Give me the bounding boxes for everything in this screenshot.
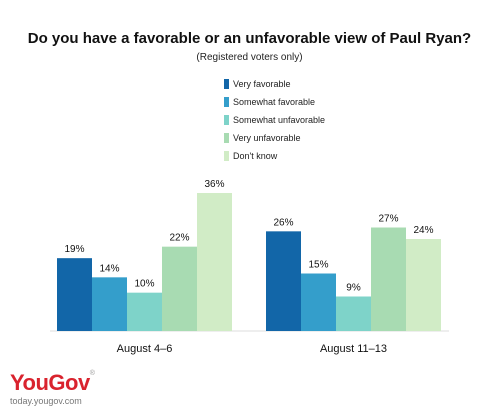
data-label: 22% <box>169 233 189 244</box>
bar <box>301 273 336 331</box>
legend-swatch <box>224 79 229 89</box>
data-label: 36% <box>204 179 224 190</box>
legend-item-somewhat-favorable: Somewhat favorable <box>224 93 325 111</box>
legend-label: Very favorable <box>233 79 291 89</box>
bar <box>162 246 197 331</box>
bar <box>336 296 371 331</box>
chart-legend: Very favorable Somewhat favorable Somewh… <box>224 75 325 165</box>
bar <box>197 193 232 331</box>
chart-title: Do you have a favorable or an unfavorabl… <box>27 30 472 47</box>
bar <box>92 277 127 331</box>
bar <box>57 258 92 331</box>
data-label: 26% <box>273 217 293 228</box>
data-label: 10% <box>134 279 154 290</box>
legend-label: Somewhat unfavorable <box>233 115 326 125</box>
yougov-logo: YouGov® <box>10 370 95 396</box>
legend-swatch <box>224 97 229 107</box>
data-label: 19% <box>64 244 84 255</box>
data-label: 15% <box>308 260 328 271</box>
registered-mark: ® <box>89 370 95 377</box>
bar <box>371 227 406 331</box>
data-label: 14% <box>99 263 119 274</box>
bar <box>266 231 301 331</box>
data-label: 24% <box>413 225 433 236</box>
legend-item-dont-know: Don't know <box>224 147 325 165</box>
legend-label: Very unfavorable <box>233 133 301 143</box>
bar <box>406 239 441 331</box>
legend-swatch <box>224 151 229 161</box>
bar <box>127 292 162 331</box>
legend-item-very-unfavorable: Very unfavorable <box>224 129 325 147</box>
chart-subtitle: (Registered voters only) <box>196 52 303 63</box>
category-label: August 4–6 <box>117 343 173 355</box>
legend-item-very-favorable: Very favorable <box>224 75 325 93</box>
category-label: August 11–13 <box>320 343 387 355</box>
logo-text: YouGov <box>10 370 90 395</box>
data-label: 27% <box>378 214 398 225</box>
legend-item-somewhat-unfavorable: Somewhat unfavorable <box>224 111 325 129</box>
logo-url: today.yougov.com <box>10 396 82 406</box>
legend-swatch <box>224 133 229 143</box>
legend-label: Don't know <box>233 151 278 161</box>
legend-label: Somewhat favorable <box>233 97 316 107</box>
data-label: 9% <box>346 283 361 294</box>
legend-swatch <box>224 115 229 125</box>
